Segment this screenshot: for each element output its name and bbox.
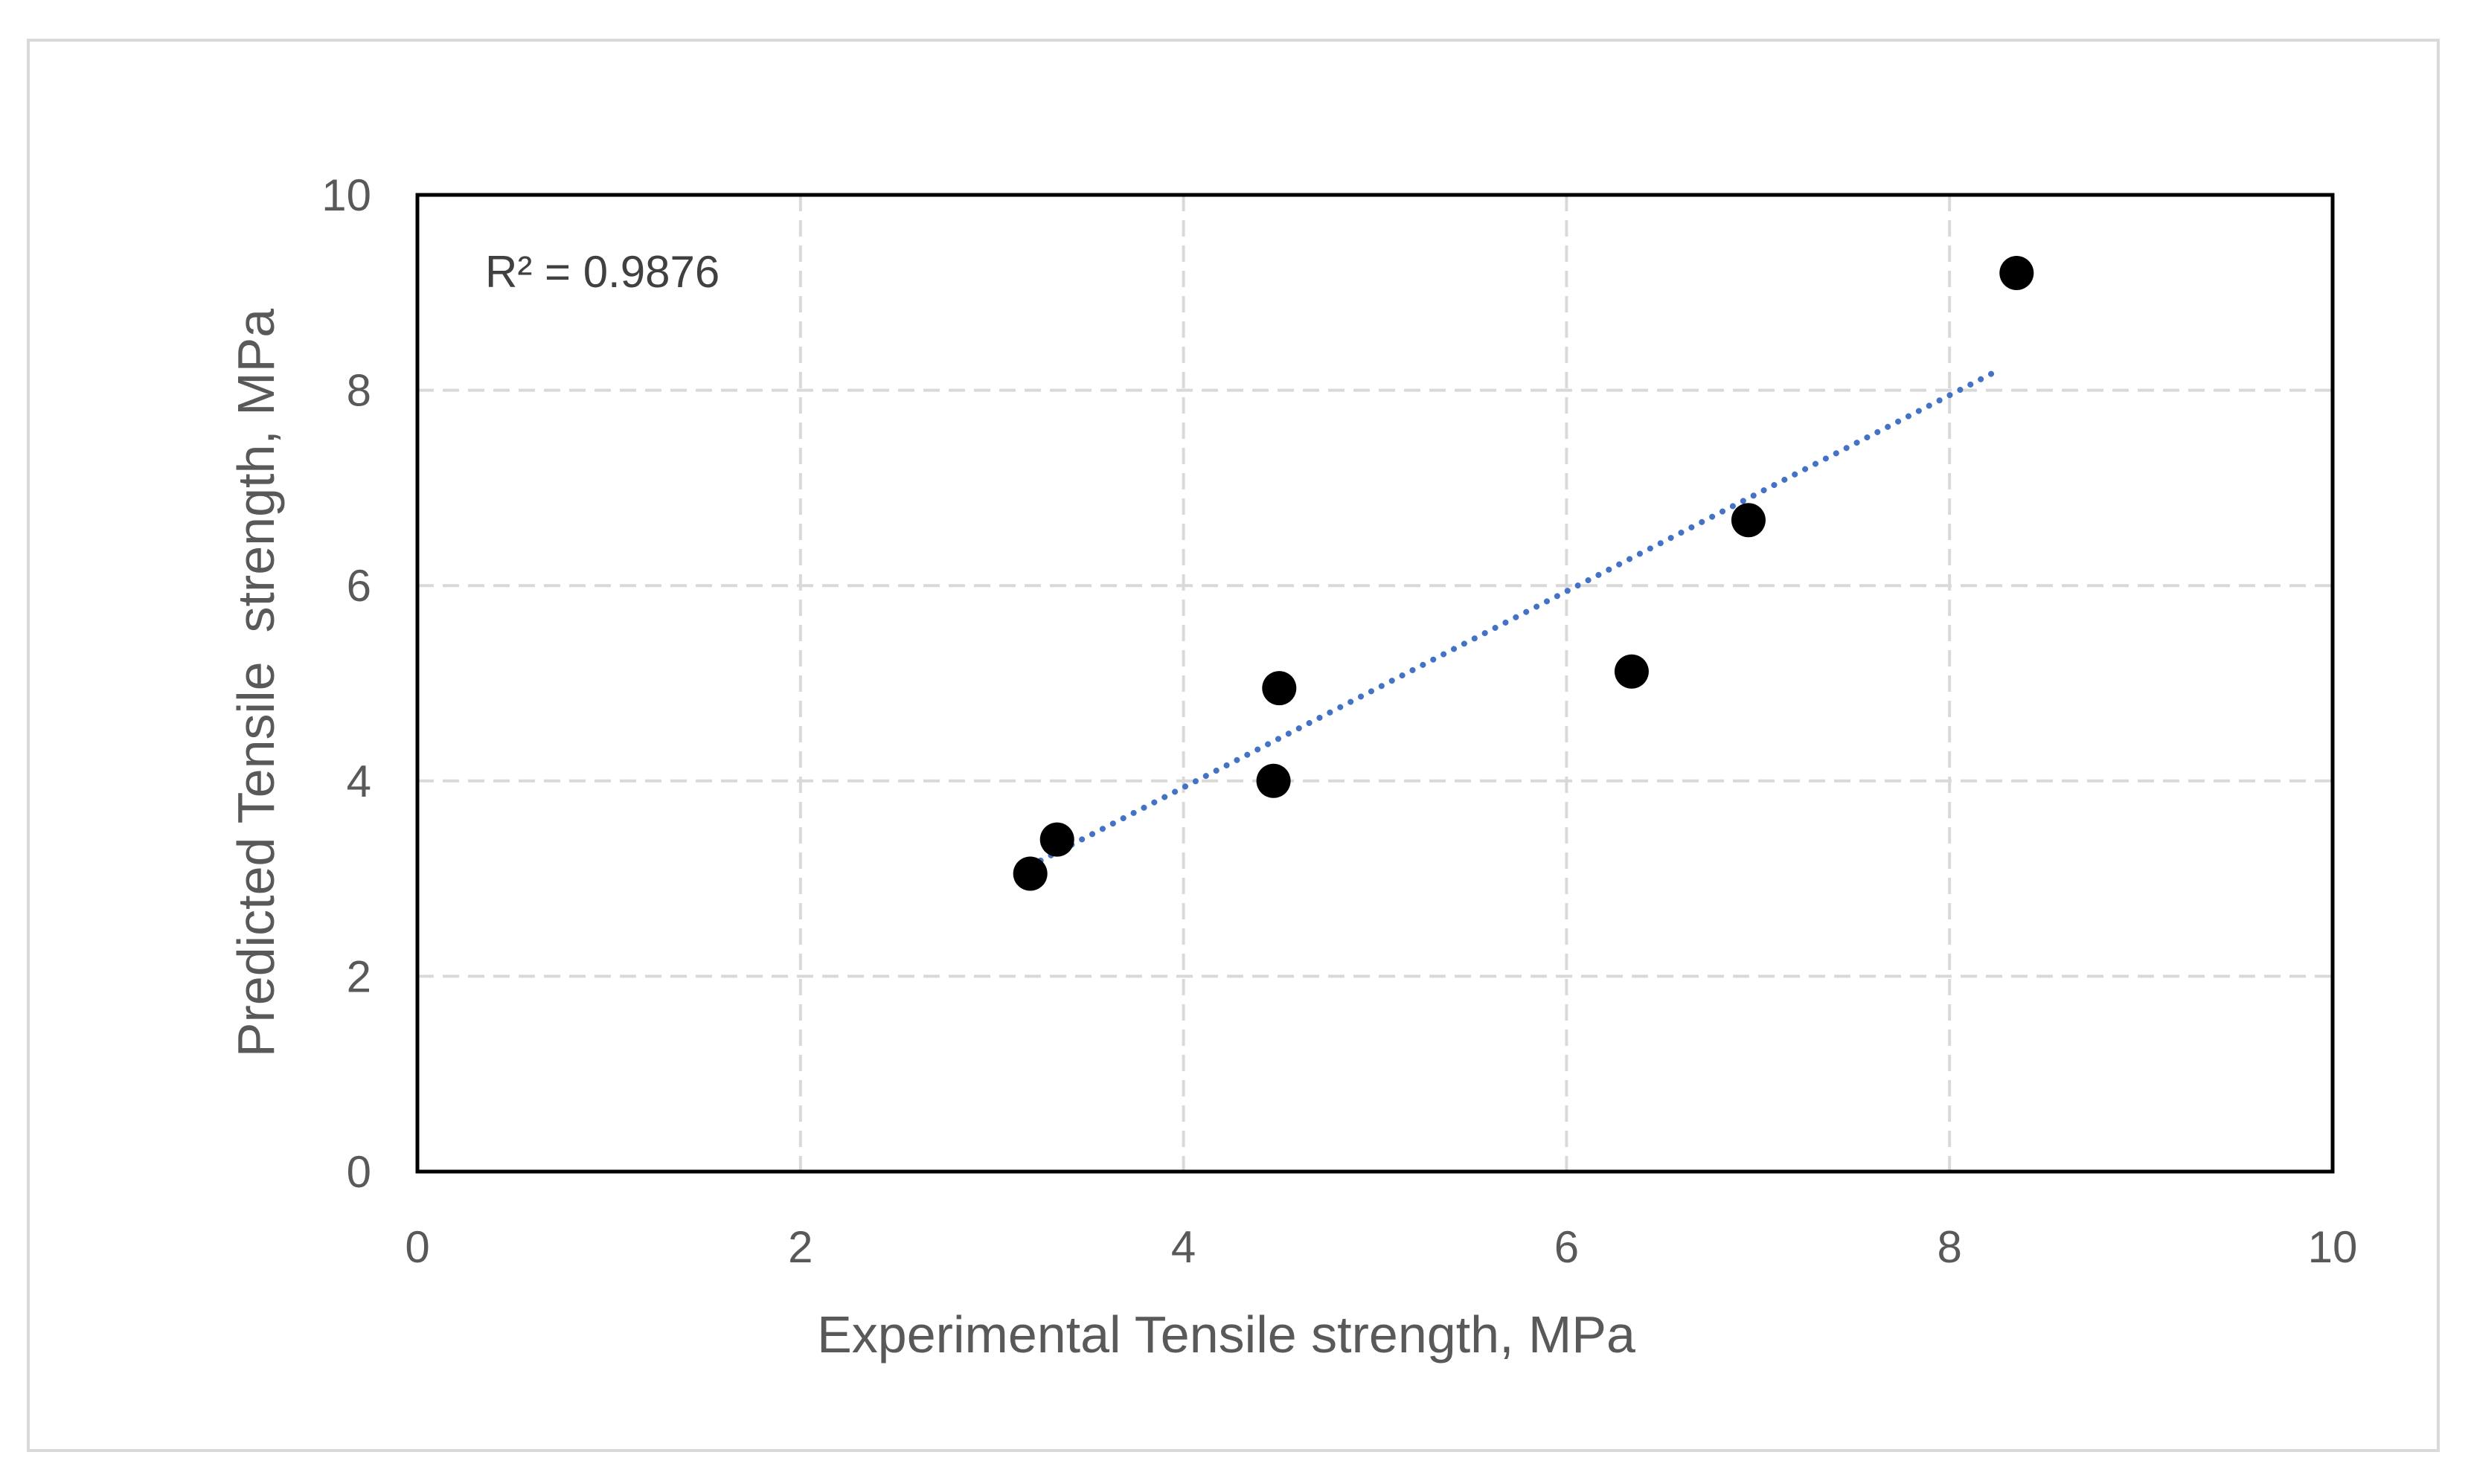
x-tick-labels: 0 2 4 6 8 10 (405, 1222, 2357, 1272)
chart-frame (27, 39, 2440, 1452)
data-point (1614, 654, 1649, 689)
data-points (1013, 256, 2034, 891)
x-axis-title: Experimental Tensile strength, MPa (817, 1305, 1635, 1363)
y-tick-label: 0 (347, 1147, 371, 1197)
data-point (1256, 763, 1291, 798)
data-point (1039, 822, 1074, 857)
y-tick-label: 10 (321, 170, 371, 220)
trendline (1027, 367, 2001, 870)
y-axis-title: Predicted Tensile strength, MPa (227, 309, 285, 1058)
x-tick-label: 2 (788, 1222, 813, 1272)
plot-area-border (415, 193, 2335, 1174)
x-tick-label: 4 (1171, 1222, 1196, 1272)
trendline-layer (1027, 367, 2001, 870)
data-point (1731, 503, 1766, 538)
grid-lines (417, 195, 2333, 1172)
data-point (1999, 256, 2034, 291)
y-tick-label: 4 (347, 757, 371, 806)
data-point (1262, 671, 1297, 706)
y-tick-label: 8 (347, 366, 371, 416)
x-tick-label: 10 (2308, 1222, 2358, 1272)
x-tick-label: 6 (1554, 1222, 1579, 1272)
x-tick-label: 0 (405, 1222, 429, 1272)
r-squared-annotation: R² = 0.9876 (485, 247, 719, 297)
y-tick-labels: 0 2 4 6 8 10 (321, 170, 371, 1197)
y-tick-label: 2 (347, 951, 371, 1001)
data-point (1013, 856, 1048, 891)
y-tick-label: 6 (347, 561, 371, 611)
x-tick-label: 8 (1938, 1222, 1962, 1272)
